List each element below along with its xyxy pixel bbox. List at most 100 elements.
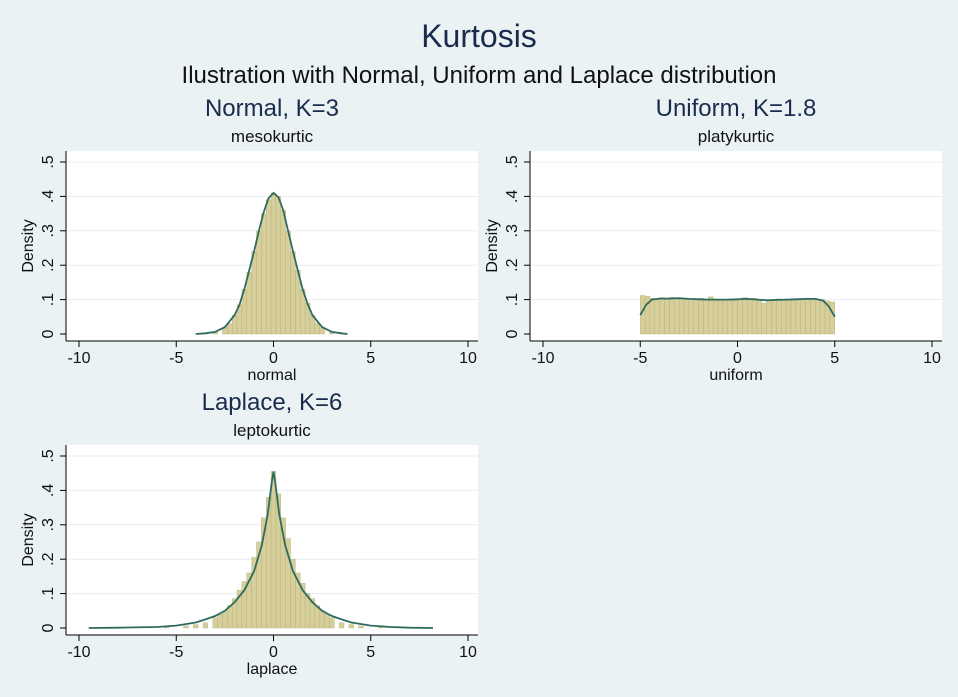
x-tick-label: 10 [459,350,477,367]
histogram-bar [227,323,233,335]
histogram-bar [664,298,670,335]
y-tick-label: 0 [504,329,521,338]
histogram-bar [246,271,252,335]
y-tick-label: .3 [40,224,57,237]
histogram-bar [348,624,354,629]
y-tick-label: .5 [504,155,521,168]
histogram-bar [722,300,728,335]
panel-subtitle: mesokurtic [231,127,314,146]
density-curve [639,297,836,318]
y-tick-label: 0 [40,623,57,632]
x-tick-label: -5 [633,350,647,367]
histogram-bar [688,300,694,335]
histogram-bar [217,614,223,629]
histogram-bar [781,299,787,335]
x-tick-label: -5 [169,350,183,367]
y-tick-label: .2 [40,552,57,565]
histogram-bar [703,298,709,335]
y-axis-label: Density [20,513,37,566]
histogram-bar [319,610,325,629]
histogram-bar [708,296,714,335]
x-axis-label: normal [248,367,297,384]
histogram-bar [805,298,811,335]
y-tick-label: .3 [504,224,521,237]
histogram-bar [659,297,665,335]
histogram-bar [669,296,675,335]
histogram-bar [747,299,753,335]
y-axis-label: Density [20,219,37,272]
figure-title: Kurtosis [421,18,537,54]
panel-title: Laplace, K=6 [202,389,343,416]
histogram-bar [751,298,758,335]
x-tick-label: 0 [733,350,742,367]
y-tick-label: .2 [40,258,57,271]
histogram-bar [358,625,364,629]
panel-title: Normal, K=3 [205,95,339,122]
histogram-bar [815,299,821,335]
x-tick-label: -5 [169,644,183,661]
histogram-bar [776,298,782,335]
figure-subtitle: Ilustration with Normal, Uniform and Lap… [182,62,777,89]
histogram-bar [251,251,257,335]
panel-1: Normal, K=3 mesokurtic 0 .1 .2 .3 .4 .5 Density -… [20,95,478,384]
histogram-bar [742,297,748,335]
histogram-bar [761,302,767,335]
y-tick-label: .1 [40,293,57,306]
histogram-bar [280,209,286,335]
x-tick-label: 0 [269,644,278,661]
histogram-bar [654,298,660,335]
x-tick-label: 5 [830,350,839,367]
histogram-bar [766,299,772,335]
x-axis-label: laplace [247,661,298,678]
histogram-bar [737,298,743,335]
histogram-bar [727,299,733,335]
y-tick-label: .3 [40,518,57,531]
x-tick-label: 5 [366,644,375,661]
y-tick-label: .5 [40,155,57,168]
panel-title: Uniform, K=1.8 [656,95,817,122]
histogram-bar [275,196,281,335]
x-axis-label: uniform [709,367,762,384]
histogram-bar [183,625,189,629]
histogram-bar [819,299,826,335]
x-tick-label: -10 [531,350,554,367]
histogram-bar [800,299,806,335]
histogram-bar [266,199,272,335]
histogram-bar [222,610,228,629]
histogram-bar [212,617,218,629]
x-tick-label: 0 [269,350,278,367]
histogram-bar [712,299,719,335]
histogram-bar [678,299,685,335]
histogram-bar [270,192,277,335]
y-tick-label: .2 [504,258,521,271]
histogram-bar [717,299,724,335]
y-tick-label: .1 [40,587,57,600]
histogram-bar [698,298,704,335]
histogram-bar [256,230,262,335]
histogram-bar [285,230,291,335]
y-tick-label: 0 [40,329,57,338]
x-tick-label: 10 [923,350,941,367]
histogram-bar [810,298,816,335]
histogram-bar [261,213,267,335]
panel-3: Laplace, K=6 leptokurtic 0 .1 .2 .3 .4 .5 Densit… [20,389,478,678]
histogram-bar [829,301,835,335]
histogram-bar [202,622,209,629]
histogram-bar [732,300,738,335]
histogram-bar [756,299,763,335]
y-tick-label: .4 [40,484,57,497]
y-tick-label: .5 [40,449,57,462]
histogram-bar [790,298,797,335]
histogram-bar [324,614,330,629]
y-tick-label: .1 [504,293,521,306]
histogram-bar [674,298,680,335]
histogram-bar [693,299,699,335]
x-tick-label: -10 [67,644,90,661]
histogram-bar [329,617,335,629]
density-curve [195,191,348,335]
x-tick-label: 5 [366,350,375,367]
panels: Normal, K=3 mesokurtic 0 .1 .2 .3 .4 .5 Density -… [20,95,942,678]
x-tick-label: -10 [67,350,90,367]
